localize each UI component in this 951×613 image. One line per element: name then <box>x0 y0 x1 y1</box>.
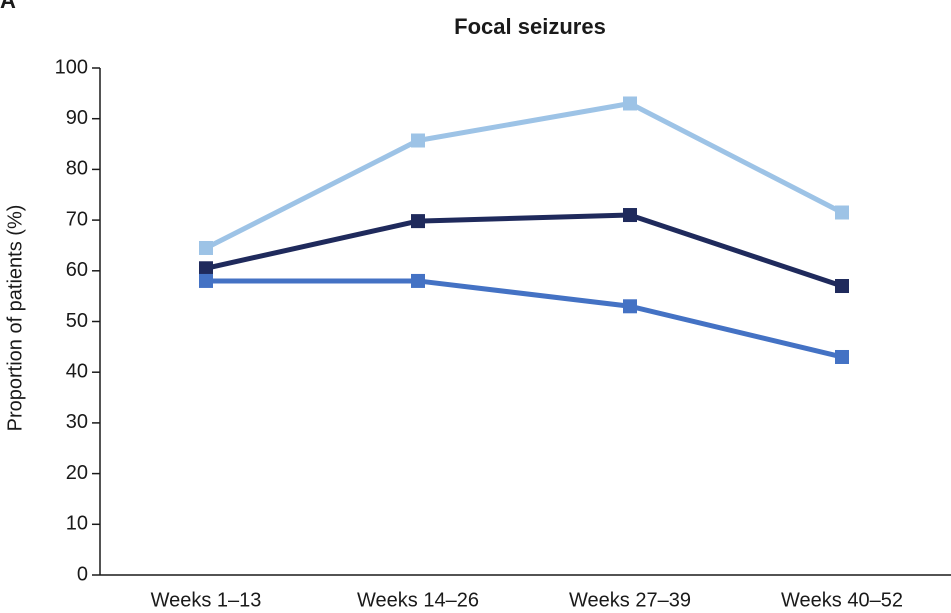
point-marker <box>411 133 425 148</box>
series-line <box>206 278 843 360</box>
y-axis-label: Proportion of patients (%) <box>4 205 26 432</box>
point-marker <box>411 273 425 288</box>
panel-label: A <box>0 0 16 13</box>
x-tick-label: Weeks 27–39 <box>569 589 691 611</box>
point-marker <box>199 240 213 255</box>
y-tick-label: 100 <box>55 56 88 78</box>
x-tick-label: Weeks 1–13 <box>151 589 262 611</box>
point-marker <box>199 261 213 276</box>
y-tick-label: 90 <box>66 107 88 129</box>
point-marker <box>623 208 637 223</box>
x-tick-label: Weeks 14–26 <box>357 589 479 611</box>
point-marker <box>411 214 425 229</box>
y-tick-label: 70 <box>66 208 88 230</box>
point-marker <box>835 349 849 364</box>
x-tick-label: Weeks 40–52 <box>781 589 903 611</box>
point-marker <box>199 273 213 288</box>
series-line <box>204 100 844 251</box>
point-marker <box>835 279 849 294</box>
series-line <box>205 212 843 289</box>
chart-title: Focal seizures <box>454 14 606 39</box>
y-tick-label: 10 <box>66 513 88 535</box>
y-tick-label: 40 <box>66 360 88 382</box>
point-marker <box>623 299 637 314</box>
point-marker <box>835 205 849 220</box>
y-tick-label: 30 <box>66 411 88 433</box>
point-marker <box>623 96 637 111</box>
y-tick-label: 60 <box>66 259 88 281</box>
y-tick-label: 80 <box>66 158 88 180</box>
y-tick-label: 20 <box>66 462 88 484</box>
y-tick-label: 0 <box>77 563 88 585</box>
y-tick-label: 50 <box>66 310 88 332</box>
